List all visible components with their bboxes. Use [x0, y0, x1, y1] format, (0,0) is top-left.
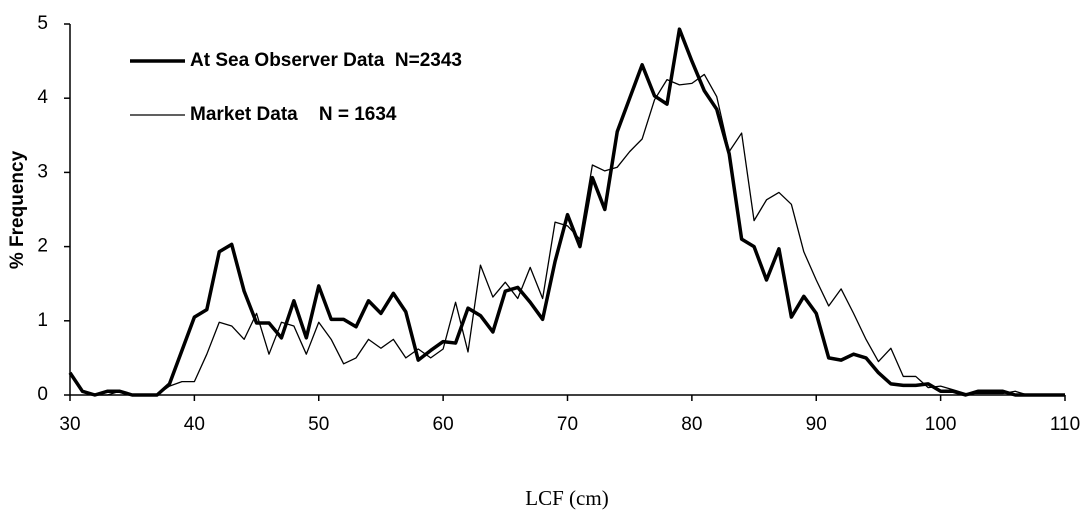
x-tick-label: 30 [59, 414, 80, 435]
x-tick-label: 60 [433, 414, 454, 435]
y-tick-label: 4 [37, 87, 48, 108]
x-tick-label: 40 [184, 414, 205, 435]
x-tick-label: 110 [1050, 414, 1080, 435]
data-line [68, 27, 1065, 397]
y-tick-label: 2 [37, 236, 48, 257]
x-tick-label: 100 [925, 414, 957, 435]
legend-label: At Sea Observer Data N=2343 [190, 50, 462, 71]
y-tick-label: 5 [37, 13, 48, 34]
y-tick-label: 1 [37, 310, 48, 331]
legend-label: Market Data N = 1634 [190, 104, 397, 125]
y-axis-title: % Frequency [7, 150, 28, 269]
x-tick-label: 70 [557, 414, 578, 435]
x-axis-title: LCF (cm) [525, 486, 608, 510]
x-tick-label: 90 [806, 414, 827, 435]
x-tick-label: 80 [681, 414, 702, 435]
y-tick-label: 3 [37, 161, 48, 182]
data-line [69, 73, 1065, 396]
y-tick-label: 0 [37, 384, 48, 405]
x-tick-label: 50 [308, 414, 329, 435]
